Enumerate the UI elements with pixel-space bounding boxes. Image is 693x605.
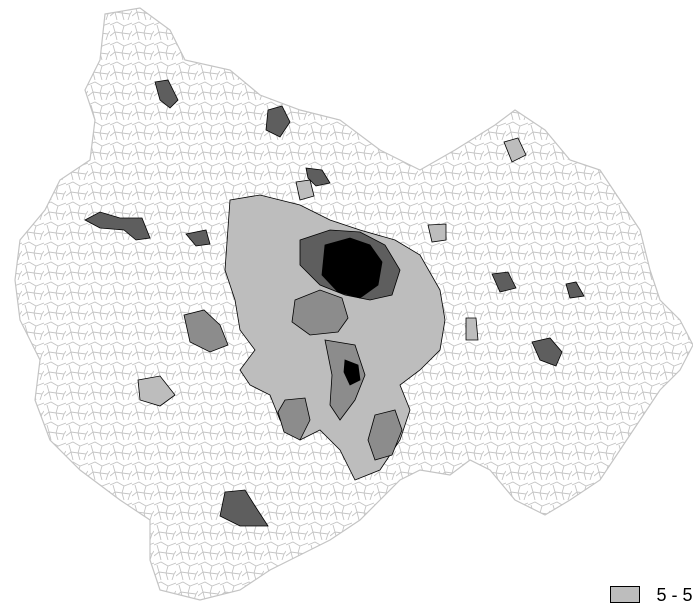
region-north-1 [154,79,179,109]
region-west-1 [84,211,151,241]
region-east-5 [531,337,563,367]
region-north-2 [265,105,291,138]
legend-swatch [610,586,640,603]
region-east-4 [565,281,585,299]
region-west-4 [137,375,176,407]
region-east-6 [465,317,479,341]
region-north-3 [305,167,331,187]
region-south-west [277,397,311,441]
region-west-3 [183,309,229,353]
legend-label: 5 - 5 [656,586,693,605]
region-south-east [367,409,403,461]
region-east-2 [491,271,517,293]
legend: 5 - 5 [610,586,692,605]
region-east-3 [503,137,527,163]
region-city-center [291,289,349,336]
region-east-1 [427,223,447,243]
region-north-4 [295,179,315,201]
region-south-1 [219,489,269,527]
region-south-dark [343,359,361,386]
region-core-darkest [321,237,383,299]
region-west-2 [185,229,211,247]
region-south-strip [324,339,366,421]
